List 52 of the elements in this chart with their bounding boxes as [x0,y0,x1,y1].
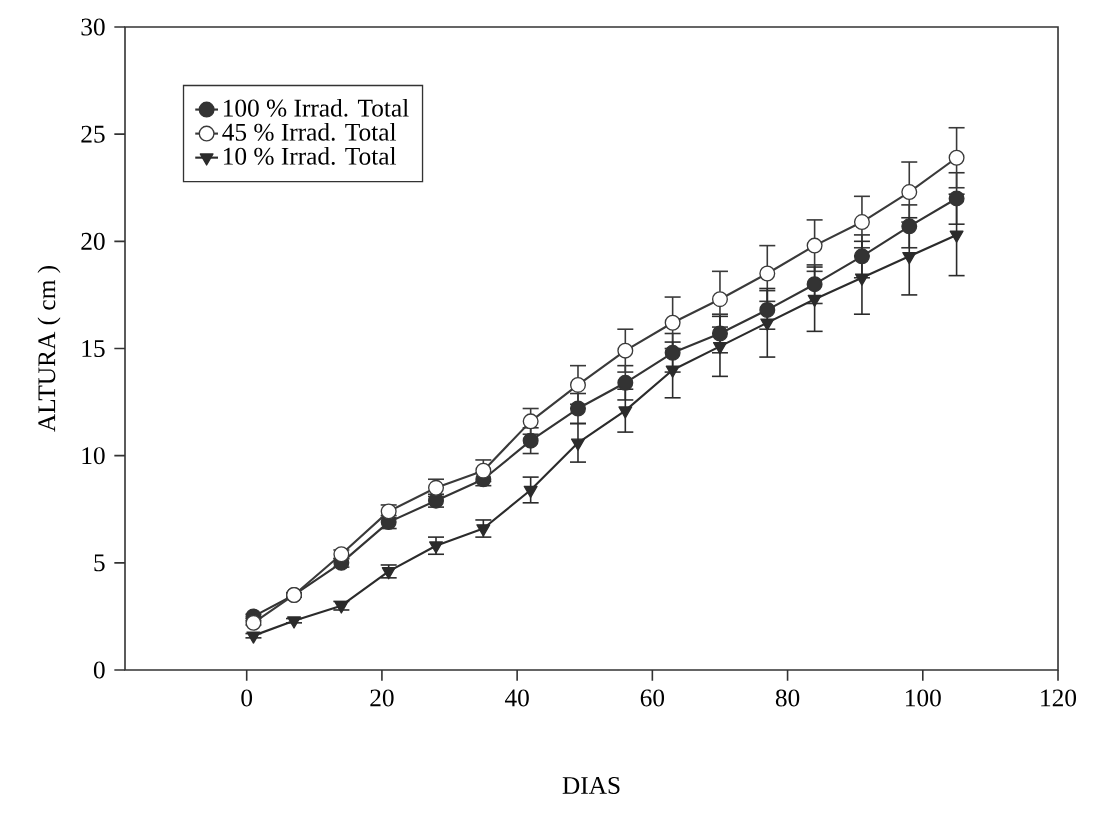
point [902,252,917,265]
point [948,149,965,166]
point [522,413,539,430]
point [287,616,302,629]
y-tick-label: 10 [82,447,105,465]
legend-label: 10 % Irrad. Total [223,146,397,165]
x-tick-label: 40 [504,689,529,707]
point [522,432,539,449]
point [664,314,681,331]
point [617,342,634,359]
y-tick-label: 25 [81,125,105,143]
x-axis-title: DIAS [562,776,620,794]
point [806,237,823,254]
point [523,485,538,498]
point [569,376,586,393]
point [759,265,776,282]
point [949,230,964,243]
x-tick-label: 100 [906,689,941,707]
x-tick-label: 120 [1041,689,1077,707]
point [759,301,776,318]
point [712,342,727,355]
y-tick-label: 5 [94,554,105,572]
point [246,631,261,644]
x-tick-label: 0 [241,689,253,707]
point [570,438,586,451]
point [475,462,492,479]
point [569,400,586,417]
x-tick-label: 20 [370,689,394,707]
point [948,190,965,207]
point [901,218,918,235]
y-tick-label: 15 [82,340,105,357]
point [854,273,869,286]
y-tick-label: 20 [81,232,105,250]
y-axis-title: ALTURA ( cm ) [37,266,61,432]
legend-label: 45 % Irrad. Total [222,122,397,141]
point [807,294,822,308]
point [665,365,680,378]
point [617,374,634,391]
point [711,325,728,342]
point [618,406,633,419]
point [853,248,870,265]
point [806,276,823,293]
point [711,291,728,308]
point [760,318,775,331]
y-tick-label: 30 [81,18,105,36]
point [901,184,918,201]
point [664,344,681,361]
point [853,214,870,231]
x-tick-label: 80 [775,689,800,707]
legend-label: 100 % Irrad. Total [223,98,409,117]
y-tick-label: 0 [93,661,105,679]
x-tick-label: 60 [640,689,665,707]
